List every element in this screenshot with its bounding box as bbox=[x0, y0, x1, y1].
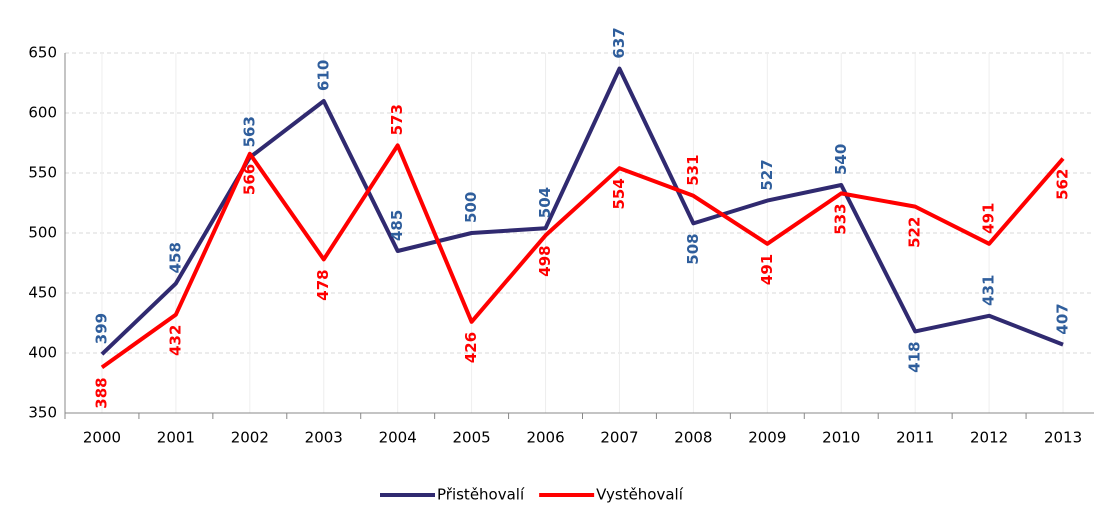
series-line bbox=[100, 143, 1065, 370]
x-tick-label: 2001 bbox=[157, 429, 195, 447]
x-tick-label: 2008 bbox=[674, 429, 712, 447]
data-label: 426 bbox=[462, 332, 480, 363]
data-label: 610 bbox=[314, 60, 332, 91]
series-line bbox=[100, 66, 1064, 356]
data-label: 504 bbox=[536, 187, 554, 218]
y-tick-label: 400 bbox=[28, 344, 57, 362]
x-tick-label: 2013 bbox=[1044, 429, 1082, 447]
data-label: 637 bbox=[610, 27, 628, 58]
data-label: 540 bbox=[832, 144, 850, 175]
data-label: 431 bbox=[980, 274, 998, 305]
data-label: 491 bbox=[758, 254, 776, 285]
x-tick-label: 2007 bbox=[600, 429, 638, 447]
data-label: 533 bbox=[832, 203, 850, 234]
data-label: 527 bbox=[758, 159, 776, 190]
x-tick-label: 2009 bbox=[748, 429, 786, 447]
data-label: 562 bbox=[1054, 169, 1072, 200]
data-label: 399 bbox=[92, 313, 110, 344]
legend-label: Vystěhovalí bbox=[596, 486, 684, 504]
data-label: 432 bbox=[166, 325, 184, 356]
data-label: 508 bbox=[684, 233, 702, 264]
x-tick-label: 2000 bbox=[83, 429, 121, 447]
data-label: 485 bbox=[388, 210, 406, 241]
y-tick-label: 550 bbox=[28, 164, 57, 182]
data-label: 500 bbox=[462, 192, 480, 223]
data-label: 531 bbox=[684, 154, 702, 185]
x-tick-label: 2011 bbox=[896, 429, 934, 447]
y-tick-label: 600 bbox=[28, 104, 57, 122]
data-label: 522 bbox=[906, 217, 924, 248]
y-tick-label: 450 bbox=[28, 284, 57, 302]
data-label: 478 bbox=[314, 269, 332, 300]
x-tick-label: 2006 bbox=[526, 429, 564, 447]
data-label: 458 bbox=[166, 242, 184, 273]
data-label: 498 bbox=[536, 245, 554, 276]
data-label: 418 bbox=[906, 341, 924, 372]
y-tick-label: 650 bbox=[28, 44, 57, 62]
x-tick-label: 2003 bbox=[305, 429, 343, 447]
y-tick-label: 350 bbox=[28, 404, 57, 422]
data-label: 407 bbox=[1054, 303, 1072, 334]
x-tick-label: 2002 bbox=[231, 429, 269, 447]
x-tick-label: 2012 bbox=[970, 429, 1008, 447]
data-label: 388 bbox=[92, 377, 110, 408]
data-label: 573 bbox=[388, 104, 406, 135]
data-label: 491 bbox=[980, 202, 998, 233]
data-label: 554 bbox=[610, 178, 628, 209]
y-tick-label: 500 bbox=[28, 224, 57, 242]
x-tick-label: 2005 bbox=[453, 429, 491, 447]
x-tick-label: 2010 bbox=[822, 429, 860, 447]
x-tick-label: 2004 bbox=[379, 429, 417, 447]
data-label: 563 bbox=[240, 116, 258, 147]
legend-label: Přistěhovalí bbox=[437, 486, 525, 504]
data-label: 566 bbox=[240, 164, 258, 195]
